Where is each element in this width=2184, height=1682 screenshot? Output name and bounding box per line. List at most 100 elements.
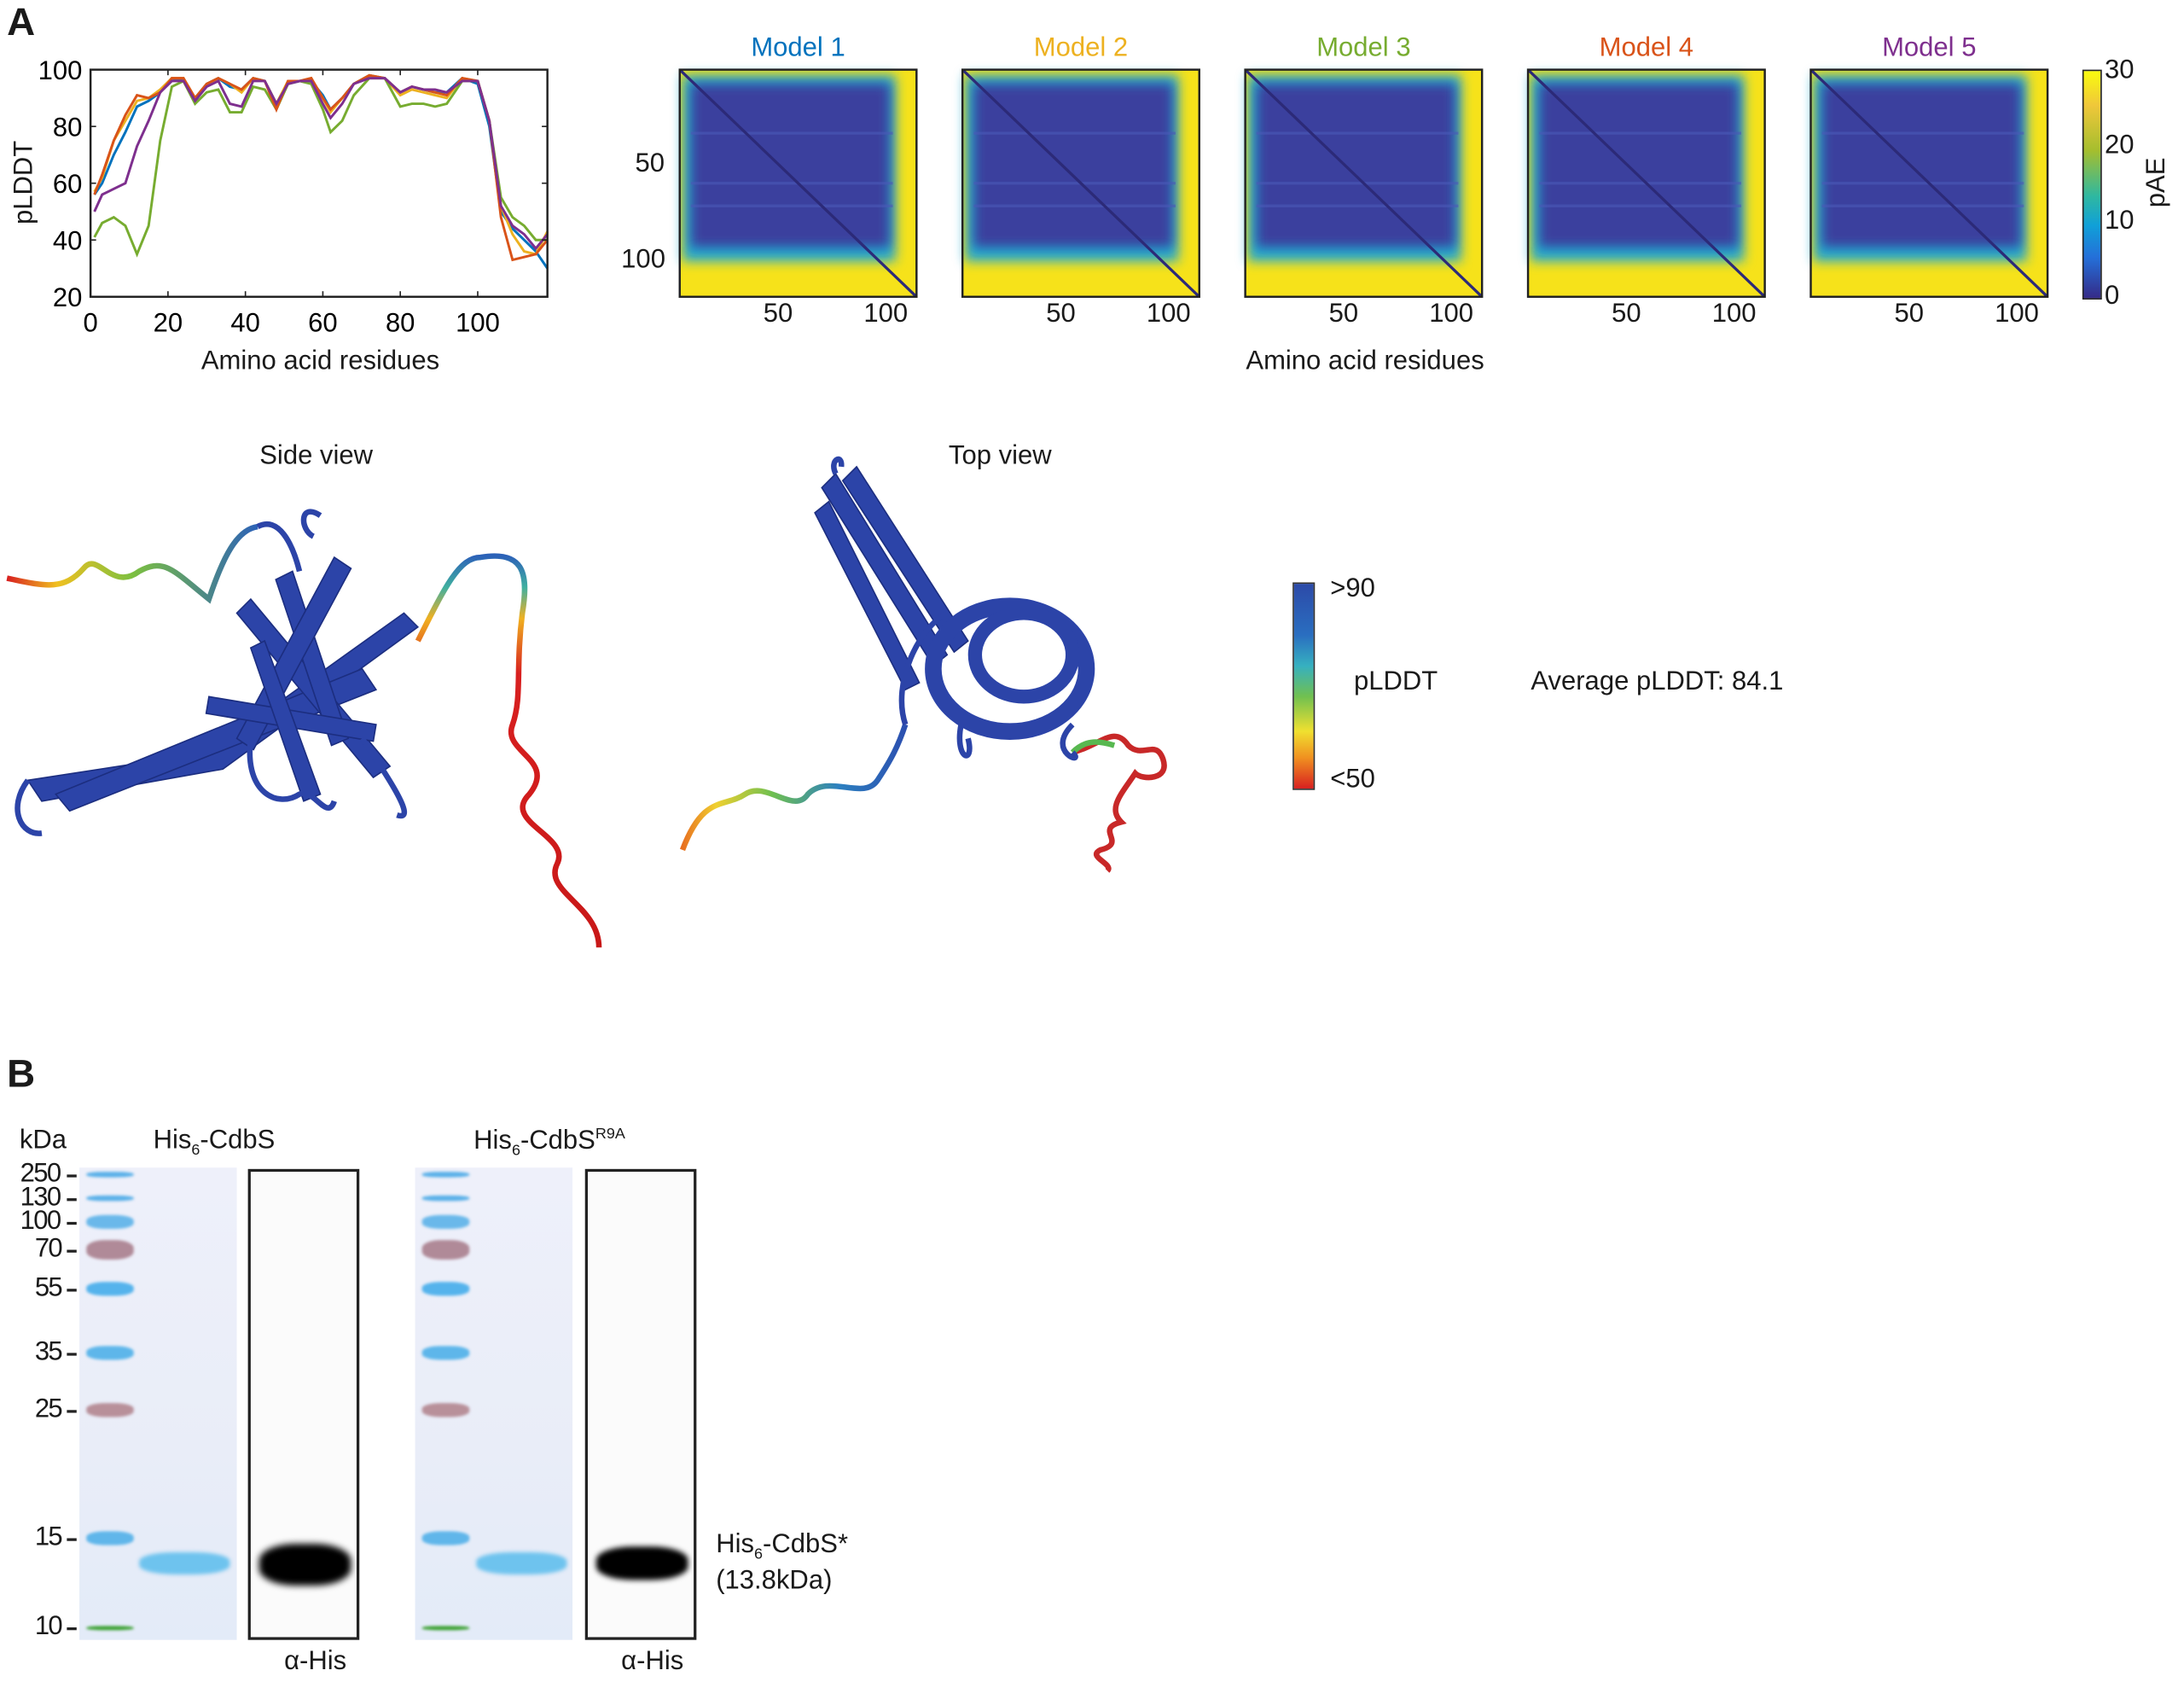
pae-x-tick-label: 50 [1894,300,1925,329]
ladder-band [86,1172,134,1178]
pae-x-tick-label: 50 [1328,300,1359,329]
lane2-title-main: His [473,1126,512,1156]
pae-heatmap [1244,68,1484,298]
x-tick-label: 80 [386,308,415,338]
marker-label: 130 [20,1183,61,1213]
top-view-structure [679,456,1167,873]
x-tick-label: 0 [84,308,98,338]
pae-heatmap [1809,68,2049,298]
marker-label: 100 [20,1206,61,1237]
y-tick-label: 100 [38,55,83,85]
ladder-band [421,1172,470,1178]
pae-x-tick-label: 50 [1612,300,1641,329]
pae-colorbar-label: pAE [2142,157,2172,208]
ladder-band [421,1240,470,1260]
band-mass-label: (13.8kDa) [716,1566,833,1596]
pae-model-title: Model 1 [751,33,845,63]
ladder-band [421,1214,470,1230]
lane2-title: His6-CdbSR9A [473,1126,625,1159]
y-tick-label: 40 [53,226,83,256]
ladder-band [86,1346,134,1360]
pae-x-tick-label: 50 [763,300,793,329]
ladder-band [421,1403,470,1417]
x-tick-label: 20 [154,308,183,338]
band-label-rest: -CdbS* [763,1529,849,1559]
pae-model-title: Model 3 [1316,33,1411,63]
pae-colorbar-tick: 20 [2105,131,2135,160]
ladder-band [421,1531,470,1545]
pae-heatmap [678,68,918,298]
marker-label: 15 [34,1522,63,1552]
ladder-band [86,1195,134,1202]
ladder-band [86,1214,134,1230]
pae-x-tick-label: 100 [1995,300,2039,329]
pae-colorbar [2082,69,2102,300]
western-blot-wt [247,1168,360,1640]
plddt-legend-title: pLDDT [1353,667,1438,697]
marker-tick [67,1538,77,1540]
marker-tick [67,1410,77,1412]
pae-heatmap [961,68,1200,298]
blot-band-wt [258,1544,351,1586]
blot-label-r9a: α-His [621,1646,684,1677]
ladder-band [86,1282,134,1296]
x-tick-label: 40 [230,308,260,338]
marker-tick [67,1353,77,1355]
marker-tick [67,1221,77,1225]
marker-tick [67,1174,77,1177]
series-line-model-5 [93,77,549,251]
marker-label: 35 [34,1337,63,1367]
ladder-band [86,1240,134,1260]
plddt-colorbar [1292,582,1316,790]
ladder-band [421,1346,470,1360]
y-tick-label: 60 [53,169,83,199]
pae-model-title: Model 5 [1882,33,1977,63]
marker-tick [67,1627,77,1630]
lane1-title: His6-CdbS [154,1126,276,1159]
ladder-band [421,1282,470,1296]
plddt-legend-high: >90 [1330,573,1375,603]
x-tick-label: 60 [308,308,338,338]
pae-model-title: Model 4 [1599,33,1694,63]
western-blot-r9a [584,1168,697,1640]
plddt-x-axis-label: Amino acid residues [200,346,440,376]
pae-y-tick-label: 50 [635,148,665,179]
lane1-title-sub: 6 [191,1142,200,1160]
pae-x-tick-label: 100 [1146,300,1191,329]
pae-model-title: Model 2 [1033,33,1129,63]
marker-tick [67,1289,77,1291]
lane1-title-rest: -CdbS [200,1126,276,1155]
ladder-band [421,1625,470,1630]
marker-label: 10 [34,1612,63,1642]
kda-label: kDa [19,1126,67,1155]
pae-colorbar-tick: 30 [2105,55,2135,85]
marker-label: 55 [34,1273,63,1303]
marker-tick [67,1198,77,1201]
ladder-band [86,1403,134,1417]
marker-tick [67,1249,77,1252]
pae-colorbar-tick: 0 [2105,281,2120,311]
average-plddt: Average pLDDT: 84.1 [1531,667,1784,697]
ladder-band [86,1625,134,1630]
plddt-legend-low: <50 [1330,765,1375,794]
pae-heatmap [1526,68,1766,298]
lane2-title-sub: 6 [511,1143,520,1160]
pae-colorbar-tick: 10 [2105,206,2135,236]
pae-x-tick-label: 100 [1711,300,1757,329]
band-label: His6-CdbS* [716,1530,848,1563]
top-view-title: Top view [948,441,1052,471]
marker-label: 70 [34,1234,63,1264]
marker-label: 25 [34,1394,63,1424]
ladder-band [86,1531,134,1545]
pae-x-tick-label: 50 [1046,300,1076,329]
panel-label-a: A [7,0,36,44]
panel-label-b: B [7,1051,36,1096]
blot-label-wt: α-His [284,1646,347,1677]
pae-y-tick-label: 100 [621,245,665,275]
ladder-band [421,1195,470,1202]
pae-x-axis-label: Amino acid residues [1246,346,1484,376]
side-view-structure [6,509,602,948]
lane1-title-main: His [153,1126,192,1155]
